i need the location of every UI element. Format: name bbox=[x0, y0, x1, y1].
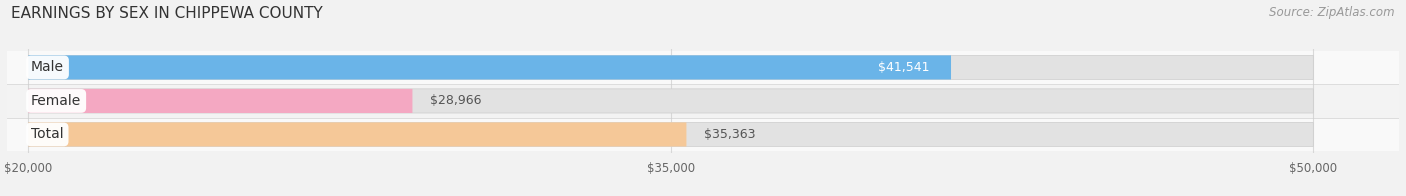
Text: Total: Total bbox=[31, 127, 63, 142]
FancyBboxPatch shape bbox=[28, 122, 686, 147]
FancyBboxPatch shape bbox=[28, 89, 1313, 113]
Text: $28,966: $28,966 bbox=[430, 94, 481, 107]
FancyBboxPatch shape bbox=[28, 89, 412, 113]
Text: EARNINGS BY SEX IN CHIPPEWA COUNTY: EARNINGS BY SEX IN CHIPPEWA COUNTY bbox=[11, 6, 323, 21]
Text: $41,541: $41,541 bbox=[879, 61, 929, 74]
Text: Male: Male bbox=[31, 60, 65, 74]
Bar bbox=[7, 84, 1399, 118]
Text: $35,363: $35,363 bbox=[703, 128, 755, 141]
Bar bbox=[7, 51, 1399, 84]
Text: Female: Female bbox=[31, 94, 82, 108]
FancyBboxPatch shape bbox=[28, 55, 1313, 80]
FancyBboxPatch shape bbox=[28, 122, 1313, 147]
FancyBboxPatch shape bbox=[28, 55, 950, 80]
Bar bbox=[7, 118, 1399, 151]
Text: Source: ZipAtlas.com: Source: ZipAtlas.com bbox=[1270, 6, 1395, 19]
